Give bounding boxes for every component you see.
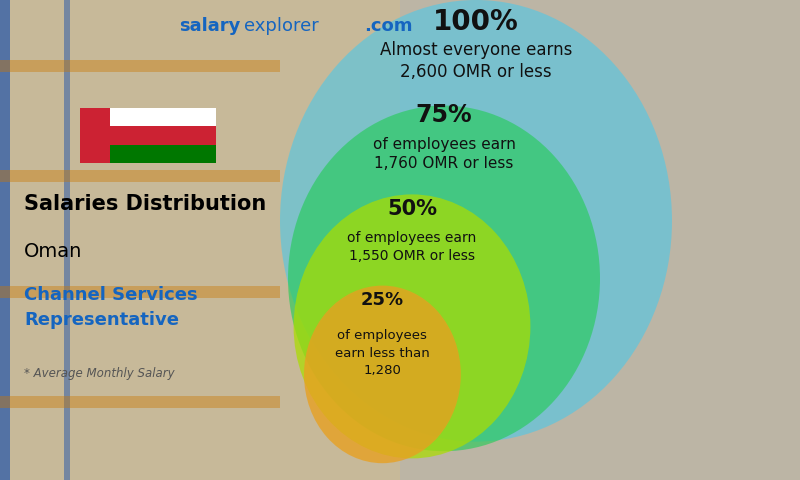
Ellipse shape — [280, 0, 672, 442]
Text: 25%: 25% — [361, 291, 404, 309]
Text: * Average Monthly Salary: * Average Monthly Salary — [24, 367, 174, 380]
Bar — [64, 0, 70, 480]
Bar — [110, 145, 216, 163]
Text: 75%: 75% — [416, 103, 472, 127]
Text: Salaries Distribution: Salaries Distribution — [24, 194, 266, 215]
Ellipse shape — [304, 286, 461, 463]
Text: Almost everyone earns: Almost everyone earns — [380, 41, 572, 60]
Bar — [0, 60, 280, 72]
Bar — [110, 126, 216, 145]
Bar — [0, 396, 280, 408]
Bar — [80, 108, 110, 163]
Text: 100%: 100% — [433, 8, 519, 36]
Text: earn less than: earn less than — [335, 347, 430, 360]
Text: explorer: explorer — [244, 17, 318, 35]
Text: of employees earn: of employees earn — [347, 230, 477, 245]
Text: of employees earn: of employees earn — [373, 136, 515, 152]
Bar — [0, 286, 280, 298]
Text: Oman: Oman — [24, 242, 82, 262]
Bar — [400, 0, 800, 480]
Bar — [0, 0, 400, 480]
Text: 2,600 OMR or less: 2,600 OMR or less — [400, 63, 552, 81]
Text: salary: salary — [178, 17, 240, 35]
Text: .com: .com — [364, 17, 413, 35]
Ellipse shape — [294, 194, 530, 458]
Text: 50%: 50% — [387, 199, 437, 219]
Text: Channel Services
Representative: Channel Services Representative — [24, 286, 198, 329]
Text: 1,760 OMR or less: 1,760 OMR or less — [374, 156, 514, 171]
Bar — [0, 170, 280, 182]
Text: 1,280: 1,280 — [363, 364, 402, 377]
Ellipse shape — [288, 106, 600, 451]
Bar — [110, 108, 216, 126]
Text: of employees: of employees — [338, 329, 427, 343]
Text: 1,550 OMR or less: 1,550 OMR or less — [349, 249, 475, 263]
Bar — [0, 0, 10, 480]
